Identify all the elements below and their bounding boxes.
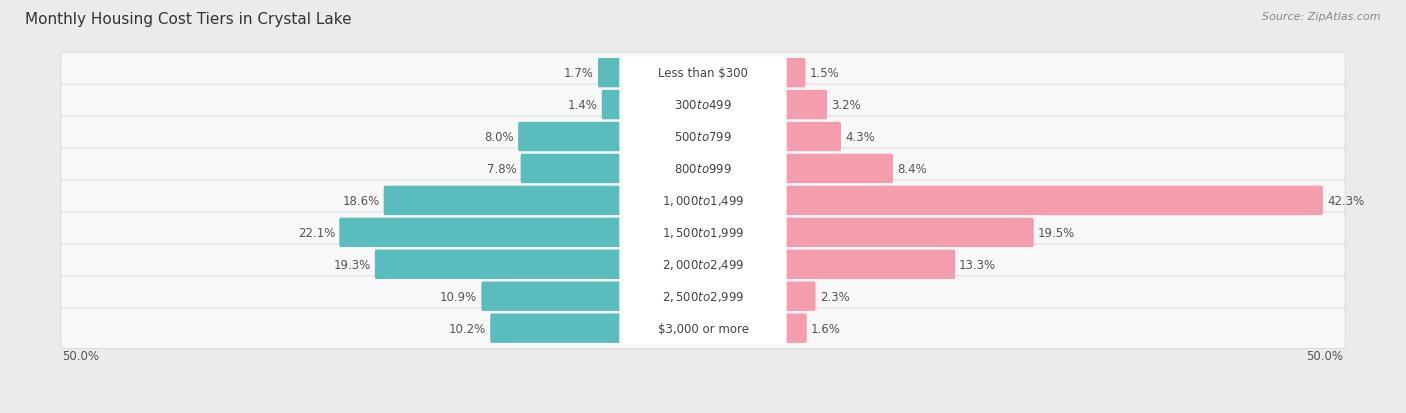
Text: Source: ZipAtlas.com: Source: ZipAtlas.com [1263,12,1381,22]
Text: 1.5%: 1.5% [810,67,839,80]
Text: $2,000 to $2,499: $2,000 to $2,499 [662,258,744,272]
FancyBboxPatch shape [520,154,621,184]
FancyBboxPatch shape [785,218,1033,247]
FancyBboxPatch shape [619,153,787,185]
Text: 19.3%: 19.3% [333,258,371,271]
FancyBboxPatch shape [384,186,621,216]
FancyBboxPatch shape [602,91,621,120]
FancyBboxPatch shape [785,91,827,120]
FancyBboxPatch shape [619,280,787,313]
Text: 1.7%: 1.7% [564,67,593,80]
Text: Less than $300: Less than $300 [658,67,748,80]
FancyBboxPatch shape [785,282,815,311]
Text: 10.2%: 10.2% [449,322,486,335]
FancyBboxPatch shape [60,117,1346,157]
Text: $1,500 to $1,999: $1,500 to $1,999 [662,226,744,240]
FancyBboxPatch shape [619,185,787,217]
Text: 22.1%: 22.1% [298,226,335,239]
FancyBboxPatch shape [60,180,1346,221]
FancyBboxPatch shape [619,217,787,249]
FancyBboxPatch shape [60,85,1346,126]
FancyBboxPatch shape [619,249,787,281]
Text: 8.4%: 8.4% [897,163,927,176]
FancyBboxPatch shape [619,89,787,121]
FancyBboxPatch shape [785,59,806,88]
FancyBboxPatch shape [619,57,787,90]
Text: $800 to $999: $800 to $999 [673,163,733,176]
FancyBboxPatch shape [785,154,893,184]
FancyBboxPatch shape [60,53,1346,94]
FancyBboxPatch shape [517,123,621,152]
Text: 8.0%: 8.0% [485,131,515,144]
FancyBboxPatch shape [375,250,621,279]
Text: 1.4%: 1.4% [568,99,598,112]
FancyBboxPatch shape [619,121,787,153]
FancyBboxPatch shape [60,244,1346,285]
FancyBboxPatch shape [60,149,1346,190]
Text: 4.3%: 4.3% [845,131,875,144]
Text: 7.8%: 7.8% [486,163,516,176]
Text: 19.5%: 19.5% [1038,226,1076,239]
Text: 3.2%: 3.2% [831,99,860,112]
FancyBboxPatch shape [785,186,1323,216]
Text: Monthly Housing Cost Tiers in Crystal Lake: Monthly Housing Cost Tiers in Crystal La… [25,12,352,27]
Text: 13.3%: 13.3% [959,258,997,271]
FancyBboxPatch shape [60,212,1346,253]
Text: $300 to $499: $300 to $499 [673,99,733,112]
FancyBboxPatch shape [598,59,621,88]
FancyBboxPatch shape [491,314,621,343]
FancyBboxPatch shape [785,314,807,343]
FancyBboxPatch shape [481,282,621,311]
Text: 50.0%: 50.0% [1306,349,1343,362]
FancyBboxPatch shape [60,308,1346,349]
Text: 10.9%: 10.9% [440,290,477,303]
Text: 50.0%: 50.0% [63,349,100,362]
Text: $2,500 to $2,999: $2,500 to $2,999 [662,290,744,304]
FancyBboxPatch shape [785,250,955,279]
Text: 2.3%: 2.3% [820,290,849,303]
Text: $500 to $799: $500 to $799 [673,131,733,144]
Text: $1,000 to $1,499: $1,000 to $1,499 [662,194,744,208]
FancyBboxPatch shape [339,218,621,247]
FancyBboxPatch shape [785,123,841,152]
FancyBboxPatch shape [60,276,1346,317]
Text: 18.6%: 18.6% [343,195,380,207]
Text: 1.6%: 1.6% [811,322,841,335]
Text: 42.3%: 42.3% [1327,195,1364,207]
Text: $3,000 or more: $3,000 or more [658,322,748,335]
FancyBboxPatch shape [619,312,787,344]
